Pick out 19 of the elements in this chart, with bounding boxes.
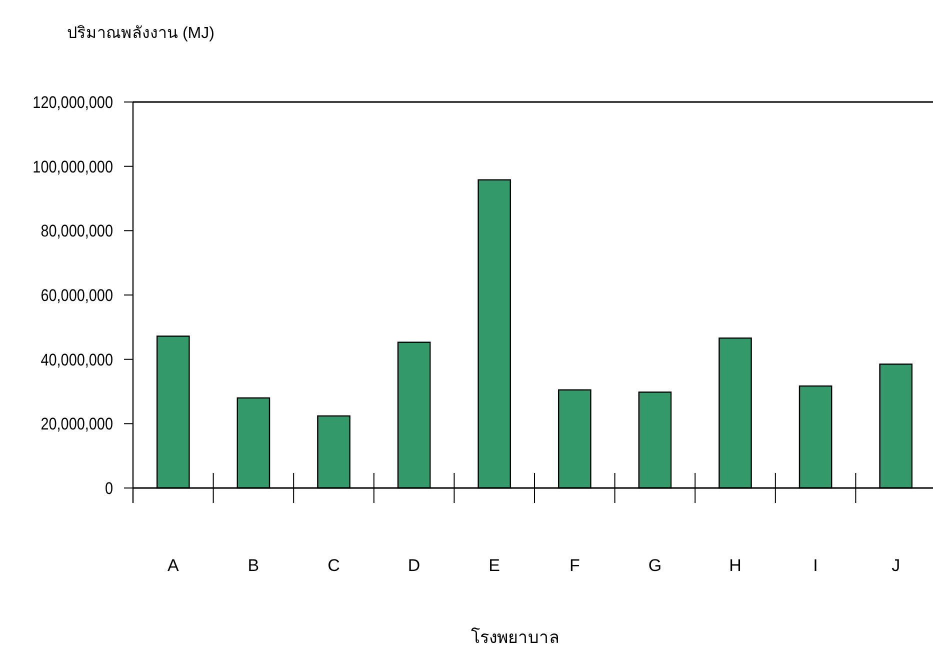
y-tick-label: 100,000,000 bbox=[32, 158, 114, 177]
x-tick-label: E bbox=[488, 556, 500, 575]
x-tick-label: C bbox=[328, 556, 340, 575]
y-tick-label: 40,000,000 bbox=[40, 351, 114, 370]
x-axis-title: โรงพยาบาล bbox=[471, 627, 559, 647]
y-tick-label: 120,000,000 bbox=[32, 94, 114, 112]
x-tick-label: D bbox=[408, 556, 420, 575]
x-tick-label: B bbox=[248, 556, 260, 575]
y-tick-label: 0 bbox=[104, 480, 114, 498]
x-tick-label: H bbox=[729, 556, 742, 575]
y-tick-label: 60,000,000 bbox=[40, 286, 114, 306]
x-tick-label: G bbox=[648, 556, 662, 575]
x-tick-label: I bbox=[813, 556, 818, 575]
y-tick-label: 20,000,000 bbox=[40, 416, 114, 434]
x-tick-label: J bbox=[892, 556, 900, 575]
y-tick-label: 80,000,000 bbox=[40, 222, 114, 241]
x-tick-label: A bbox=[167, 556, 180, 575]
y-axis-title: ปริมาณพลังงาน (MJ) bbox=[67, 25, 214, 42]
x-tick-label: F bbox=[569, 556, 580, 575]
